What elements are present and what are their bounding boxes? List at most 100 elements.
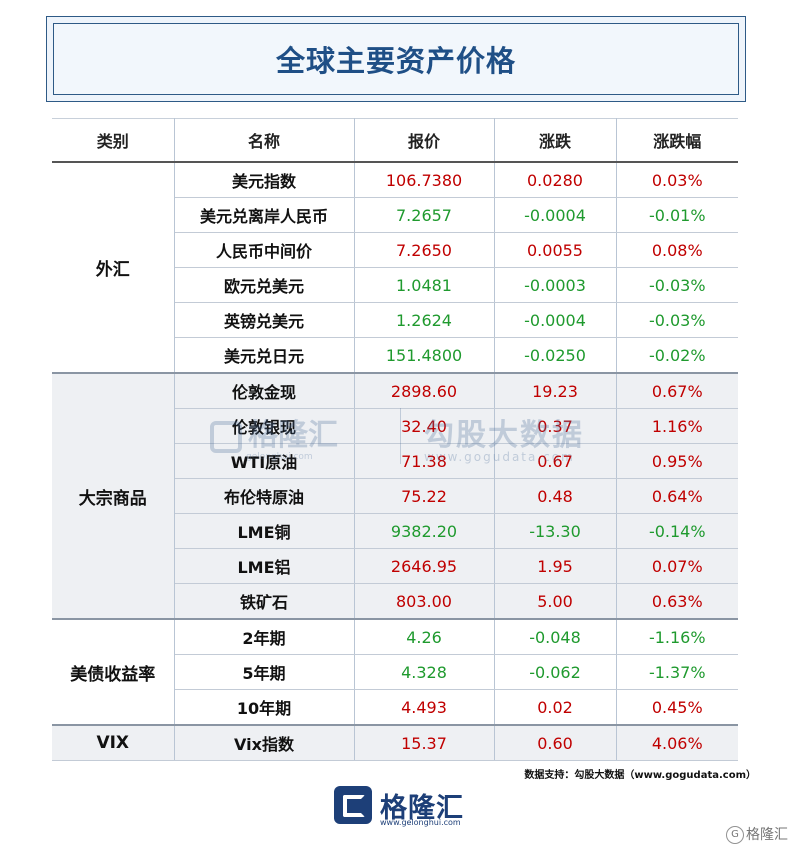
category-cell: 外汇 [52,162,175,374]
asset-name-cell: WTI原油 [174,443,355,479]
price-cell: 9382.20 [354,513,495,549]
asset-name-cell: 美元指数 [174,162,355,198]
header-change: 涨跌 [494,118,617,163]
change-pct-cell: -0.03% [616,302,738,338]
category-cell: 美债收益率 [52,618,175,726]
change-pct-cell: 0.63% [616,583,738,620]
price-cell: 1.2624 [354,302,495,338]
asset-name-cell: LME铜 [174,513,355,549]
price-cell: 1.0481 [354,267,495,303]
header-change-pct: 涨跌幅 [616,118,738,163]
asset-name-cell: 美元兑离岸人民币 [174,197,355,233]
change-pct-cell: 4.06% [616,724,738,761]
asset-name-cell: 2年期 [174,618,355,655]
price-cell: 15.37 [354,724,495,761]
price-cell: 2646.95 [354,548,495,584]
price-cell: 32.40 [354,408,495,444]
change-cell: -0.048 [494,618,617,655]
asset-name-cell: 铁矿石 [174,583,355,620]
table-row: 铁矿石 803.00 5.00 0.63% [52,583,738,620]
change-cell: 5.00 [494,583,617,620]
price-cell: 4.493 [354,689,495,726]
corner-watermark-text: 格隆汇 [746,827,788,843]
table-row: 外汇 美元指数 106.7380 0.0280 0.03% [52,162,738,374]
price-cell: 2898.60 [354,372,495,409]
change-cell: 0.0280 [494,162,617,198]
asset-name-cell: 英镑兑美元 [174,302,355,338]
change-pct-cell: -0.01% [616,197,738,233]
price-cell: 7.2650 [354,232,495,268]
change-cell: 0.67 [494,443,617,479]
footer-logo: 格隆汇 www.gelonghui.com [334,784,474,828]
asset-price-table: 类别 名称 报价 涨跌 涨跌幅 外汇 美元指数 106.7380 0.0280 0.03… [52,118,738,761]
table-row: WTI原油 71.38 0.67 0.95% [52,443,738,479]
change-pct-cell: -1.37% [616,654,738,690]
header-name: 名称 [174,118,355,163]
footer-brand: 格隆汇 [380,793,464,824]
asset-name-cell: 人民币中间价 [174,232,355,268]
table-header-row: 类别 名称 报价 涨跌 涨跌幅 [52,118,738,163]
table-row: LME铝 2646.95 1.95 0.07% [52,548,738,584]
table-row: 布伦特原油 75.22 0.48 0.64% [52,478,738,514]
table-row: 大宗商品 伦敦金现 2898.60 19.23 0.67% [52,372,738,620]
table-row: 欧元兑美元 1.0481 -0.0003 -0.03% [52,267,738,303]
change-cell: -0.0003 [494,267,617,303]
table-row: 人民币中间价 7.2650 0.0055 0.08% [52,232,738,268]
change-pct-cell: -0.03% [616,267,738,303]
change-cell: -13.30 [494,513,617,549]
table-row: 美元兑日元 151.4800 -0.0250 -0.02% [52,337,738,374]
title-frame: 全球主要资产价格 [46,16,746,102]
change-cell: -0.0004 [494,302,617,338]
table-row: 10年期 4.493 0.02 0.45% [52,689,738,726]
table-body: 外汇 美元指数 106.7380 0.0280 0.03% 美元兑离岸人民币 7.2657-… [52,162,738,761]
asset-name-cell: 美元兑日元 [174,337,355,374]
gelonghui-logo-icon [334,786,372,824]
change-cell: -0.0250 [494,337,617,374]
category-cell: VIX [52,724,175,761]
change-pct-cell: 0.45% [616,689,738,726]
change-pct-cell: 0.64% [616,478,738,514]
change-pct-cell: 0.03% [616,162,738,198]
table-row: VIX Vix指数 15.37 0.60 4.06% [52,724,738,761]
change-pct-cell: 0.07% [616,548,738,584]
asset-name-cell: 伦敦金现 [174,372,355,409]
table-row: 英镑兑美元 1.2624 -0.0004 -0.03% [52,302,738,338]
footer-url: www.gelonghui.com [380,818,461,827]
change-pct-cell: 0.95% [616,443,738,479]
change-cell: 0.48 [494,478,617,514]
header-category: 类别 [52,118,175,163]
asset-name-cell: 欧元兑美元 [174,267,355,303]
table-row: 伦敦银现 32.40 0.37 1.16% [52,408,738,444]
price-cell: 7.2657 [354,197,495,233]
corner-logo-icon: G [726,826,744,844]
table-row: 美债收益率 2年期 4.26 -0.048 -1.16% [52,618,738,726]
change-cell: 0.37 [494,408,617,444]
table-row: 美元兑离岸人民币 7.2657 -0.0004 -0.01% [52,197,738,233]
asset-name-cell: LME铝 [174,548,355,584]
table-row: 5年期 4.328 -0.062 -1.37% [52,654,738,690]
change-pct-cell: -0.02% [616,337,738,374]
change-pct-cell: 1.16% [616,408,738,444]
asset-name-cell: 5年期 [174,654,355,690]
price-cell: 4.26 [354,618,495,655]
change-cell: 0.60 [494,724,617,761]
price-cell: 71.38 [354,443,495,479]
change-pct-cell: -0.14% [616,513,738,549]
data-source-note: 数据支持：勾股大数据（www.gogudata.com） [524,770,756,781]
price-cell: 4.328 [354,654,495,690]
change-pct-cell: 0.67% [616,372,738,409]
asset-name-cell: 10年期 [174,689,355,726]
price-cell: 106.7380 [354,162,495,198]
header-price: 报价 [354,118,495,163]
asset-name-cell: 伦敦银现 [174,408,355,444]
price-cell: 151.4800 [354,337,495,374]
asset-name-cell: Vix指数 [174,724,355,761]
change-cell: 1.95 [494,548,617,584]
change-cell: -0.062 [494,654,617,690]
category-cell: 大宗商品 [52,372,175,620]
price-cell: 803.00 [354,583,495,620]
corner-watermark: G 格隆汇 [726,824,788,844]
price-cell: 75.22 [354,478,495,514]
change-pct-cell: -1.16% [616,618,738,655]
change-cell: 0.02 [494,689,617,726]
